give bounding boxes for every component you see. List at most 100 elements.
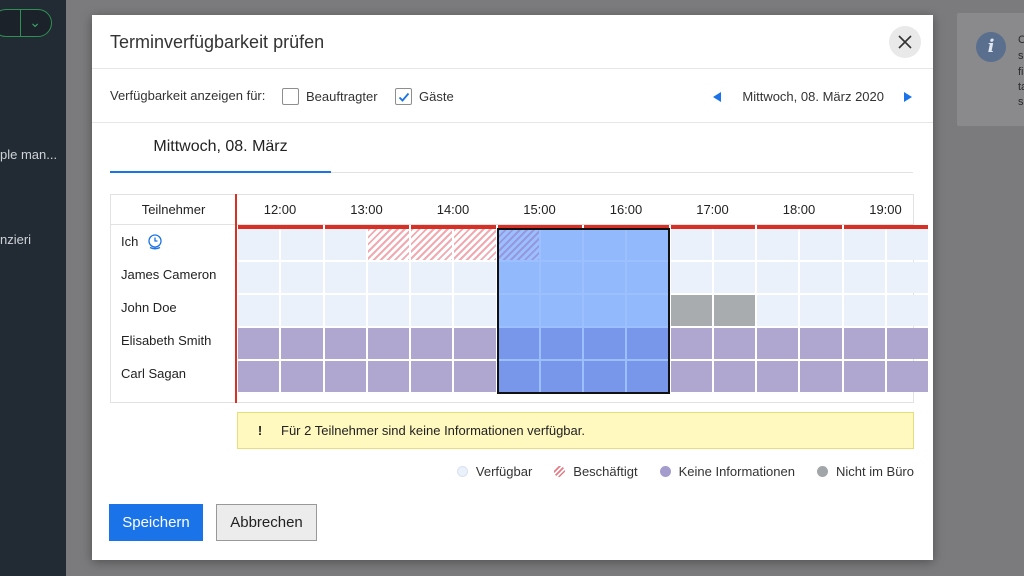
time-slot-cell[interactable] — [757, 262, 799, 293]
participant-label: Ich — [121, 234, 139, 249]
time-slot-cell[interactable] — [800, 262, 842, 293]
hour-marker — [843, 225, 928, 229]
time-slot-cell[interactable] — [800, 328, 842, 359]
checkbox-box[interactable] — [395, 88, 412, 105]
time-slot-cell[interactable] — [367, 361, 409, 392]
time-slot-cell[interactable] — [411, 328, 453, 359]
time-slot-cell[interactable] — [324, 262, 366, 293]
time-slot-cell[interactable] — [800, 229, 842, 260]
time-slot-cell[interactable] — [454, 295, 496, 326]
hour-label: 18:00 — [782, 202, 816, 217]
time-slot-cell[interactable] — [281, 361, 323, 392]
time-slot-cell[interactable] — [324, 328, 366, 359]
hour-label: 13:00 — [350, 202, 383, 217]
time-slot-cell[interactable] — [713, 262, 755, 293]
time-slot-cell[interactable] — [324, 295, 366, 326]
time-slot-cell[interactable] — [886, 229, 928, 260]
time-slot-cell[interactable] — [670, 229, 712, 260]
close-button[interactable] — [889, 26, 921, 58]
time-slot-cell[interactable] — [800, 361, 842, 392]
time-slot-cell[interactable] — [411, 361, 453, 392]
time-slot-cell[interactable] — [238, 361, 280, 392]
time-slot-cell[interactable] — [800, 295, 842, 326]
time-slot-cell[interactable] — [713, 229, 755, 260]
hour-marker — [584, 225, 669, 229]
time-slot-cell[interactable] — [757, 328, 799, 359]
time-slot-cell[interactable] — [238, 328, 280, 359]
participant-name: Carl Sagan — [111, 357, 236, 390]
time-slot-cell[interactable] — [411, 295, 453, 326]
time-slot-cell[interactable] — [454, 361, 496, 392]
legend-item-busy: Beschäftigt — [554, 464, 638, 479]
time-slot-cell[interactable] — [886, 295, 928, 326]
time-slot-cell[interactable] — [886, 361, 928, 392]
time-slot-cell[interactable] — [367, 328, 409, 359]
time-slot-cell[interactable] — [281, 328, 323, 359]
time-slot-cell[interactable] — [843, 229, 885, 260]
save-button[interactable]: Speichern — [109, 504, 203, 541]
timezone-globe-icon[interactable] — [146, 233, 164, 251]
time-slot-cell[interactable] — [238, 229, 280, 260]
background-card-text: C — [1018, 34, 1024, 46]
background-sidebar-text: nzieri — [0, 232, 32, 247]
time-slot-cell[interactable] — [367, 262, 409, 293]
time-slot-cell[interactable] — [843, 295, 885, 326]
checkbox-guests[interactable]: Gäste — [395, 88, 454, 105]
time-slot-cell[interactable] — [367, 229, 409, 260]
availability-dialog: Terminverfügbarkeit prüfen Verfügbarkeit… — [92, 15, 933, 560]
checkbox-label: Beauftragter — [306, 89, 378, 104]
time-slot-cell[interactable] — [886, 328, 928, 359]
time-slot-cell[interactable] — [843, 361, 885, 392]
participant-label: James Cameron — [121, 267, 217, 282]
dialog-header: Terminverfügbarkeit prüfen — [92, 15, 933, 69]
legend-item-free: Verfügbar — [456, 464, 532, 479]
time-slot-cell[interactable] — [886, 262, 928, 293]
time-slot-cell[interactable] — [670, 328, 712, 359]
date-navigation: Mittwoch, 08. März 2020 — [710, 89, 915, 104]
time-slot-cell[interactable] — [757, 361, 799, 392]
time-slot-cell[interactable] — [454, 229, 496, 260]
time-slot-cell[interactable] — [367, 295, 409, 326]
legend-item-no-info: Keine Informationen — [659, 464, 795, 479]
background-dropdown[interactable]: ⌄ — [0, 9, 52, 37]
time-slot-cell[interactable] — [238, 262, 280, 293]
time-slot-cell[interactable] — [757, 229, 799, 260]
time-slot-cell[interactable] — [281, 295, 323, 326]
time-slot-cell[interactable] — [454, 328, 496, 359]
hour-label: 12:00 — [263, 202, 297, 217]
time-slot-cell[interactable] — [843, 328, 885, 359]
time-slot-cell[interactable] — [238, 295, 280, 326]
background-card-text: ta — [1018, 81, 1024, 93]
selection-overlay — [496, 228, 670, 394]
time-slot-cell[interactable] — [670, 361, 712, 392]
participant-label: Elisabeth Smith — [121, 333, 212, 348]
time-slot-cell[interactable] — [281, 262, 323, 293]
checkbox-box[interactable] — [282, 88, 299, 105]
time-slot-cell[interactable] — [411, 262, 453, 293]
current-date: Mittwoch, 08. März 2020 — [742, 89, 884, 104]
background-sidebar-text: ple man... — [0, 147, 58, 162]
next-day-arrow-icon[interactable] — [901, 90, 915, 104]
checkbox-label: Gäste — [419, 89, 454, 104]
legend-label: Nicht im Büro — [835, 464, 914, 479]
time-slot-cell[interactable] — [757, 295, 799, 326]
selected-timeslot[interactable] — [496, 228, 670, 394]
time-slot-cell[interactable] — [281, 229, 323, 260]
time-slot-cell[interactable] — [324, 361, 366, 392]
time-slot-cell[interactable] — [713, 328, 755, 359]
timeline: 12:00 13:00 14:00 15:00 16:00 17:00 18:00 19:00 — [237, 194, 928, 403]
participants-column: Teilnehmer Ich James Cameron John Doe El… — [110, 194, 236, 403]
checkbox-assignee[interactable]: Beauftragter — [282, 88, 378, 105]
time-slot-cell[interactable] — [670, 295, 712, 326]
time-slot-cell[interactable] — [713, 295, 755, 326]
time-slot-cell[interactable] — [843, 262, 885, 293]
previous-day-arrow-icon[interactable] — [710, 90, 724, 104]
time-slot-cell[interactable] — [454, 262, 496, 293]
time-slot-cell[interactable] — [324, 229, 366, 260]
tab-day[interactable]: Mittwoch, 08. März — [110, 123, 331, 173]
cancel-button[interactable]: Abbrechen — [216, 504, 317, 541]
time-slot-cell[interactable] — [713, 361, 755, 392]
time-slot-cell[interactable] — [411, 229, 453, 260]
time-slot-cell[interactable] — [670, 262, 712, 293]
hour-marker — [497, 225, 582, 229]
